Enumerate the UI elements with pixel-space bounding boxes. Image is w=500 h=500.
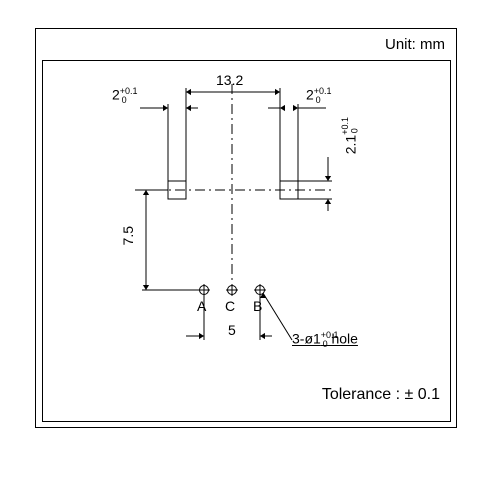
drawing-svg	[0, 0, 500, 500]
